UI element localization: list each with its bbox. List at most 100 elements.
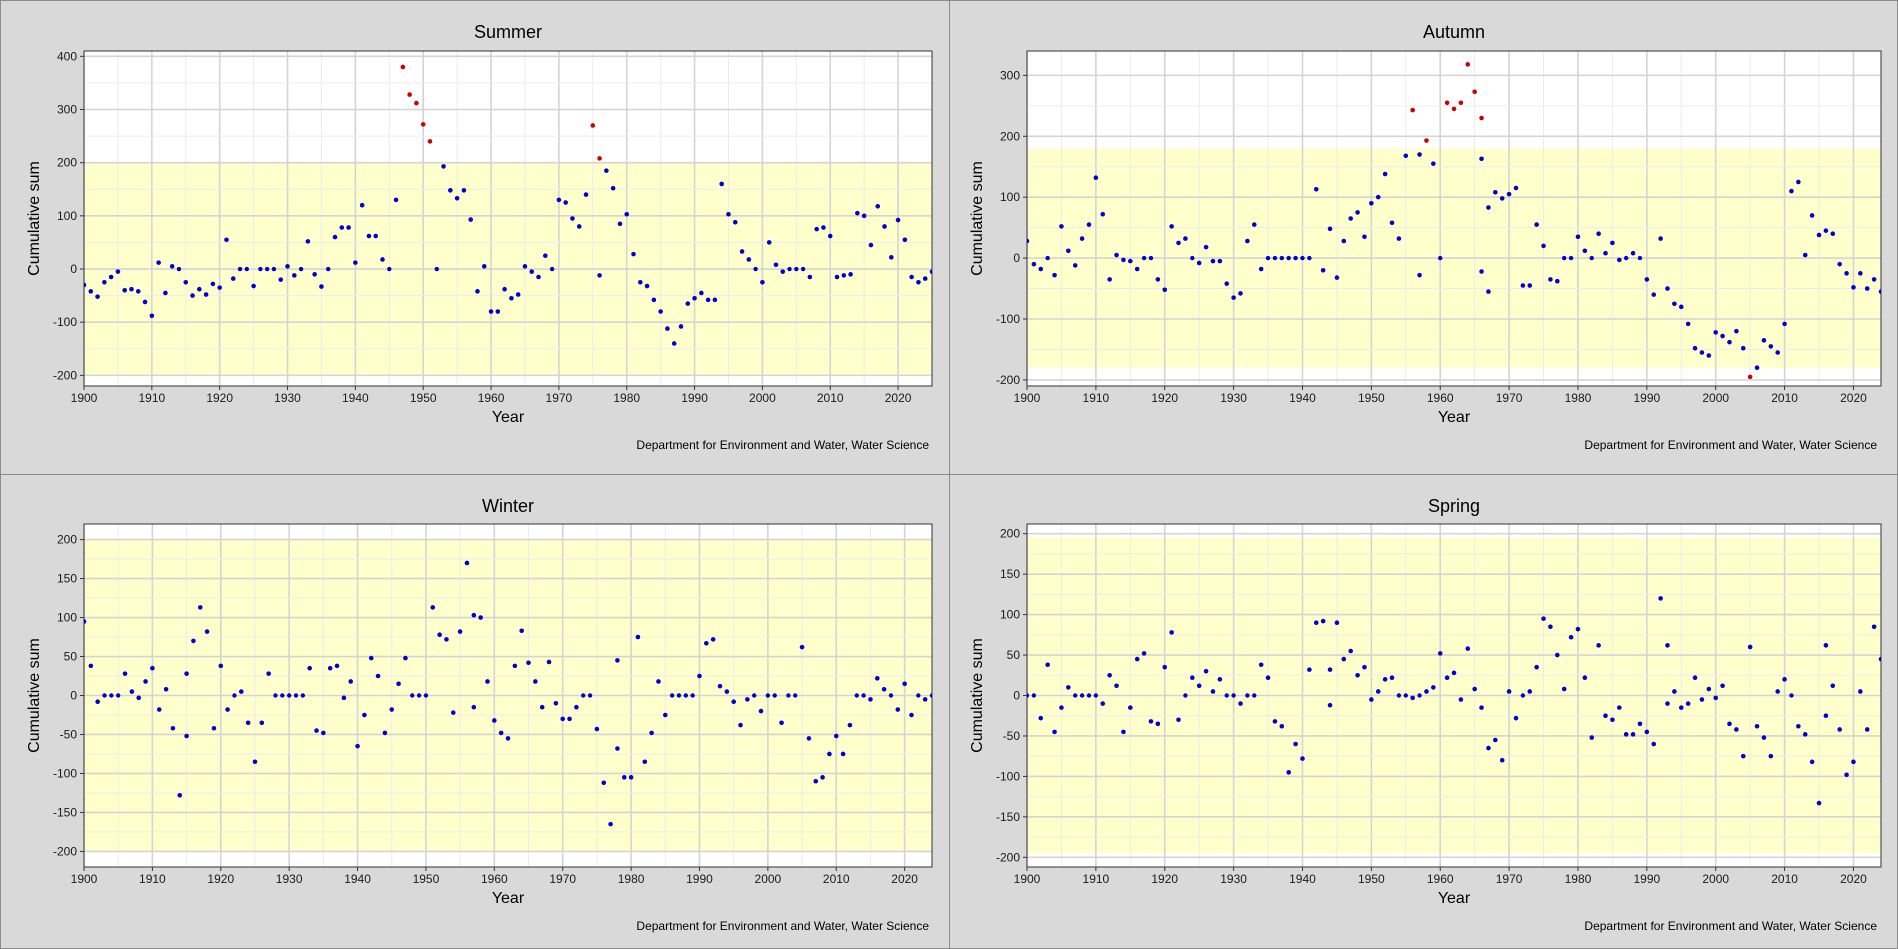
data-point — [773, 262, 779, 268]
data-point-zero — [1086, 693, 1092, 698]
data-point-zero — [1789, 693, 1794, 698]
data-point — [136, 695, 142, 701]
data-point — [597, 273, 602, 278]
data-point — [840, 751, 846, 757]
x-tick-label: 1960 — [1427, 391, 1454, 405]
data-point — [1134, 266, 1140, 272]
x-tick-label: 1980 — [1565, 391, 1592, 405]
data-point — [637, 280, 643, 285]
data-point — [184, 671, 189, 676]
data-point-zero — [237, 266, 243, 272]
data-point — [457, 629, 463, 634]
data-point — [1389, 220, 1395, 226]
data-point — [1616, 257, 1622, 263]
data-point-zero — [423, 693, 429, 698]
data-point — [1217, 677, 1223, 682]
data-point — [624, 211, 630, 217]
data-point — [813, 778, 819, 784]
data-point — [631, 251, 636, 257]
chart-panel-spring: 1900 1910 1920 1930 1940 1950 1960 1970 1980 1990… — [949, 474, 1898, 949]
data-point-zero — [765, 693, 771, 698]
data-point-zero — [1265, 255, 1271, 261]
data-point-zero — [102, 693, 107, 698]
data-point — [712, 297, 718, 303]
x-tick-label: 1950 — [413, 872, 440, 886]
chart-title: Winter — [482, 496, 534, 516]
data-point — [1375, 689, 1381, 694]
data-point — [1382, 677, 1388, 682]
data-point — [1527, 283, 1533, 288]
data-point — [1479, 269, 1484, 274]
data-point — [902, 681, 907, 687]
data-point — [1320, 267, 1326, 273]
data-point — [1802, 732, 1808, 737]
data-point-zero — [1148, 255, 1154, 261]
data-point — [183, 280, 189, 285]
chart-panel-summer: 1900 1910 1920 1930 1940 1950 1960 1970 1980 1990… — [0, 0, 950, 475]
data-point — [814, 226, 819, 232]
x-tick-label: 1970 — [546, 391, 573, 405]
data-point — [149, 313, 155, 319]
data-point — [307, 665, 312, 671]
data-point — [868, 697, 873, 702]
data-point — [382, 730, 388, 736]
data-point — [807, 274, 813, 280]
data-point — [570, 216, 575, 221]
data-point — [665, 326, 670, 331]
data-point — [881, 686, 887, 692]
data-point — [373, 233, 379, 239]
data-point — [526, 660, 531, 666]
data-point-zero — [410, 693, 415, 698]
data-point-zero — [1279, 255, 1285, 261]
x-tick-label: 2010 — [1771, 872, 1798, 886]
data-point — [505, 736, 511, 741]
data-point — [1486, 745, 1491, 751]
data-point — [608, 821, 613, 827]
data-point-zero — [286, 693, 292, 698]
data-point — [1417, 152, 1422, 157]
chart-title: Summer — [474, 22, 542, 42]
data-point — [895, 707, 901, 712]
data-point-zero — [232, 693, 237, 698]
data-point — [485, 679, 490, 684]
data-point — [1665, 701, 1670, 706]
data-point — [1513, 185, 1519, 191]
data-point-zero — [109, 693, 114, 698]
y-tick-label: 200 — [57, 156, 77, 170]
data-point — [129, 689, 135, 694]
x-tick-label: 1920 — [206, 391, 233, 405]
data-point-exceedance — [1424, 138, 1429, 143]
x-tick-label: 1900 — [1014, 872, 1041, 886]
x-tick-label: 1970 — [1496, 872, 1523, 886]
y-tick-label: 300 — [57, 102, 77, 116]
data-point — [461, 188, 467, 193]
data-point — [177, 792, 183, 798]
y-tick-label: -100 — [53, 315, 77, 329]
data-point — [1520, 283, 1526, 288]
data-point — [746, 257, 752, 262]
data-point — [1610, 717, 1615, 723]
data-point — [717, 683, 723, 689]
data-point — [692, 295, 697, 301]
data-point — [1382, 171, 1388, 177]
data-point — [1114, 683, 1119, 689]
data-point — [1031, 261, 1037, 267]
data-point — [1651, 741, 1657, 747]
x-tick-label: 1980 — [618, 872, 645, 886]
data-point — [355, 743, 360, 749]
data-point — [1534, 222, 1539, 227]
chart-svg-winter: 1900 1910 1920 1930 1940 1950 1960 1970 1980 1990… — [26, 496, 933, 933]
data-point — [251, 283, 256, 289]
data-point — [560, 716, 566, 722]
data-point — [314, 728, 319, 733]
data-point-zero — [326, 266, 331, 272]
data-point — [704, 640, 709, 646]
data-point — [475, 289, 480, 294]
data-point — [1878, 656, 1881, 662]
data-point — [1527, 689, 1533, 694]
data-point — [1596, 231, 1601, 237]
data-point — [1486, 289, 1491, 294]
data-point — [498, 730, 504, 736]
data-point-zero — [929, 693, 932, 698]
grid-lines — [1026, 524, 1881, 867]
